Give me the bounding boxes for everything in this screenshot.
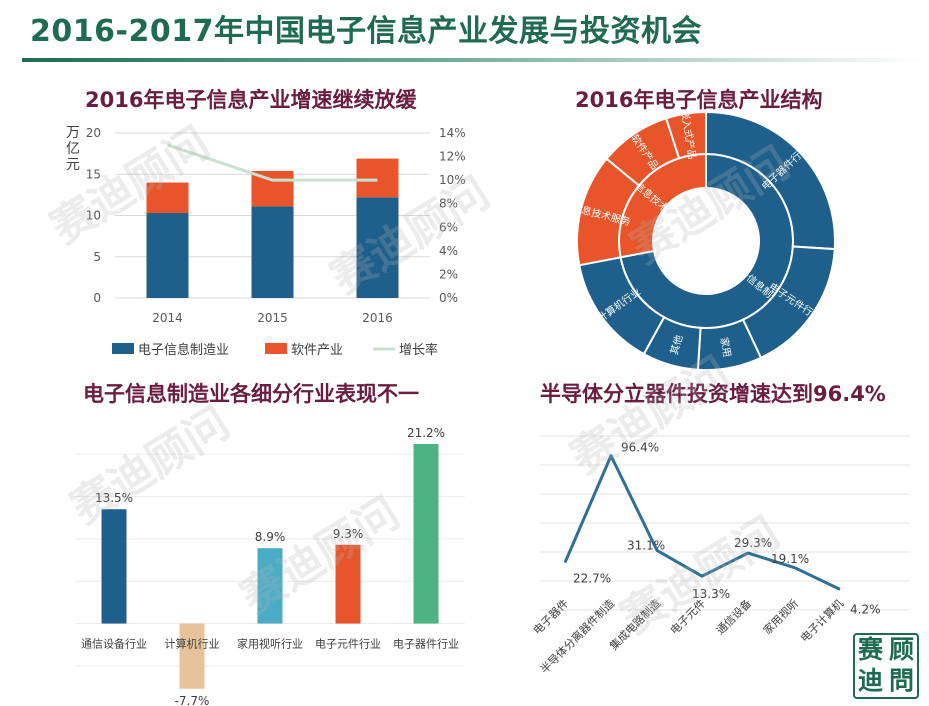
subsector-chart-title: 电子信息制造业各细分行业表现不一	[83, 382, 419, 406]
x-tick-label: 家用视听	[760, 596, 801, 637]
bar-manufacturing	[356, 197, 399, 298]
bar-software	[146, 182, 189, 214]
growth-rate-line	[167, 143, 378, 182]
x-tick-label: 电子元件行业	[315, 638, 381, 651]
x-tick-label: 2016	[362, 311, 393, 325]
y2-tick-label: 8%	[439, 197, 458, 211]
x-tick-label: 2015	[257, 311, 288, 325]
data-label: 21.2%	[407, 426, 445, 440]
bar-subsector	[257, 548, 283, 624]
logo-char: 顾	[888, 635, 914, 664]
data-label: -7.7%	[175, 694, 210, 706]
outer-ring-label: 家用	[717, 336, 734, 358]
bar-subsector	[101, 509, 127, 624]
title-divider	[22, 58, 922, 62]
legend-label: 增长率	[399, 342, 438, 358]
y2-tick-label: 14%	[439, 126, 466, 140]
data-label: 31.1%	[627, 538, 665, 552]
x-tick-label: 电子器件	[531, 597, 571, 637]
structure-chart-title: 2016年电子信息产业结构	[575, 88, 823, 112]
y2-tick-label: 12%	[439, 150, 466, 164]
data-label: 96.4%	[621, 441, 659, 455]
y-tick-label: 0	[93, 291, 101, 305]
y-tick-label: 20	[86, 126, 101, 140]
x-tick-label: 电子元件	[668, 597, 708, 637]
bar-subsector	[179, 623, 205, 689]
y2-tick-label: 4%	[439, 244, 458, 258]
data-label: 13.5%	[95, 491, 133, 505]
x-tick-label: 计算机行业	[165, 637, 220, 651]
legend-label: 软件产业	[291, 343, 343, 358]
y2-tick-label: 2%	[439, 267, 458, 281]
data-label: 13.3%	[692, 587, 730, 601]
bar-software	[356, 158, 399, 198]
legend-label: 电子信息制造业	[138, 342, 229, 358]
x-tick-label: 通信设备	[713, 596, 754, 637]
data-label: 29.3%	[734, 536, 772, 550]
data-label: 19.1%	[771, 552, 809, 566]
logo-char: 迪	[857, 666, 883, 695]
x-tick-label: 电子计算机	[797, 596, 846, 645]
x-tick-label: 半导体分离器件制造	[537, 596, 617, 676]
growth-chart-title: 2016年电子信息产业增速继续放缓	[85, 88, 417, 112]
bar-subsector	[413, 444, 439, 624]
semis-chart-title: 半导体分立器件投资增速达到96.4%	[540, 382, 886, 406]
company-logo: 赛 顾 迪 問	[853, 633, 919, 699]
page-title: 2016-2017年中国电子信息产业发展与投资机会	[30, 14, 702, 49]
y2-tick-label: 10%	[439, 173, 466, 187]
investment-growth-line	[563, 454, 841, 591]
legend-swatch-manufacturing	[112, 343, 134, 354]
x-tick-label: 通信设备行业	[81, 637, 147, 651]
logo-char: 問	[888, 666, 914, 695]
y-axis-label: 万	[66, 125, 80, 141]
y-axis-label: 元	[66, 157, 80, 173]
y2-tick-label: 0%	[439, 291, 458, 305]
data-label: 4.2%	[850, 602, 881, 616]
bar-manufacturing	[146, 213, 189, 298]
outer-ring-slice	[664, 110, 707, 160]
bar-subsector	[335, 544, 361, 624]
y-tick-label: 5	[93, 250, 101, 264]
y-tick-label: 15	[86, 167, 101, 181]
y-axis-label: 亿	[66, 141, 80, 157]
x-tick-label: 2014	[152, 311, 183, 325]
legend-swatch-software	[265, 343, 287, 354]
data-label: 9.3%	[333, 527, 364, 541]
x-tick-label: 家用视听行业	[237, 637, 303, 651]
data-label: 22.7%	[573, 572, 611, 586]
y-tick-label: 10	[86, 209, 101, 223]
logo-char: 赛	[857, 635, 883, 664]
bar-manufacturing	[251, 206, 294, 298]
data-label: 8.9%	[255, 530, 286, 544]
x-tick-label: 电子器件行业	[393, 638, 459, 651]
y2-tick-label: 6%	[439, 220, 458, 234]
